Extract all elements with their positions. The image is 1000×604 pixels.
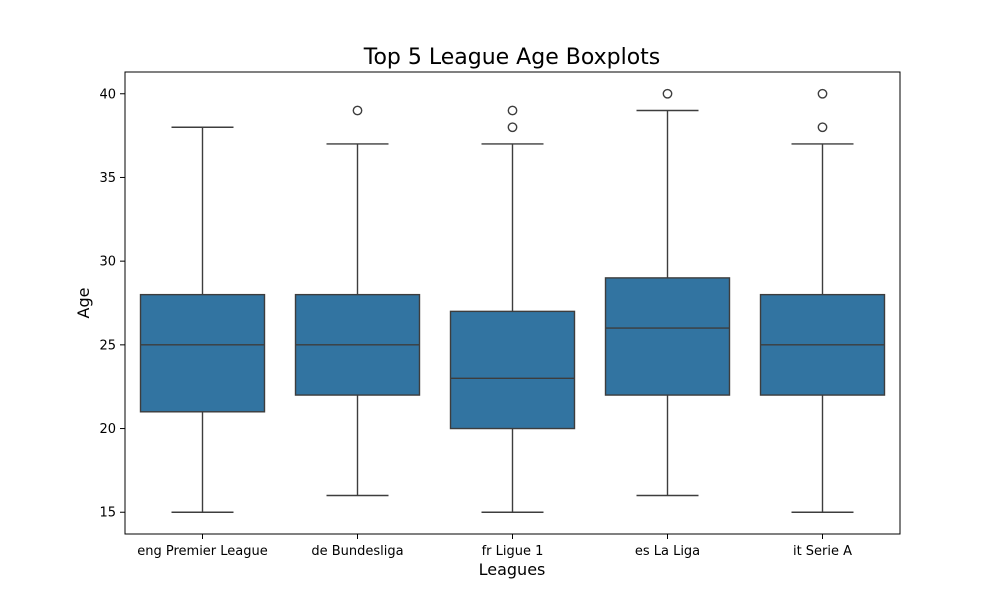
outlier-point bbox=[662, 88, 673, 99]
box-group bbox=[139, 126, 266, 513]
box-group bbox=[449, 105, 576, 513]
x-tick-label: es La Liga bbox=[635, 544, 700, 559]
box-group bbox=[604, 88, 731, 497]
x-axis: eng Premier League de Bundesliga fr Ligue … bbox=[137, 534, 852, 559]
iqr-box bbox=[139, 293, 266, 413]
outlier-point bbox=[817, 122, 828, 133]
y-tick-label: 20 bbox=[99, 422, 116, 437]
y-tick-label: 35 bbox=[99, 171, 116, 186]
outlier-point bbox=[507, 122, 518, 133]
y-tick-label: 25 bbox=[99, 338, 116, 353]
y-axis-label: Age bbox=[74, 288, 93, 319]
boxes-layer bbox=[139, 88, 886, 513]
chart-title: Top 5 League Age Boxplots bbox=[363, 45, 661, 70]
outlier-point bbox=[817, 88, 828, 99]
x-tick-label: eng Premier League bbox=[137, 544, 268, 559]
box-group bbox=[294, 105, 421, 497]
outlier-point bbox=[507, 105, 518, 116]
x-tick-label: fr Ligue 1 bbox=[482, 544, 544, 559]
outlier-point bbox=[352, 105, 363, 116]
iqr-box bbox=[604, 277, 731, 396]
y-axis: 15 20 25 30 35 40 bbox=[99, 87, 125, 521]
y-tick-label: 40 bbox=[99, 87, 116, 102]
y-tick-label: 30 bbox=[99, 255, 116, 270]
iqr-box bbox=[449, 310, 576, 430]
x-axis-label: Leagues bbox=[479, 560, 546, 579]
y-tick-label: 15 bbox=[99, 506, 116, 521]
x-tick-label: de Bundesliga bbox=[311, 544, 403, 559]
box-group bbox=[759, 88, 886, 513]
x-tick-label: it Serie A bbox=[793, 544, 852, 559]
